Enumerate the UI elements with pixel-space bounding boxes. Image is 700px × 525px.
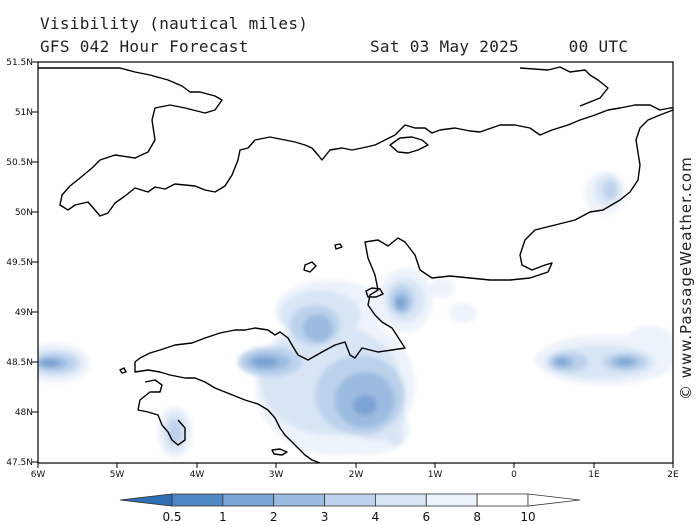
lat-label: 47.5N	[6, 458, 33, 468]
lon-label: 1W	[428, 470, 443, 480]
coast-isle-of-wight	[389, 136, 429, 154]
colorbar-label: 6	[422, 510, 430, 524]
colorbar-label: 8	[473, 510, 481, 524]
valid-time: Sat 03 May 2025 00 UTC	[370, 37, 629, 56]
coast-france-north	[134, 109, 673, 463]
coast-guernsey	[303, 261, 317, 273]
coast-england-south	[38, 67, 673, 217]
lat-label: 51N	[15, 108, 33, 118]
coast-ushant	[119, 367, 127, 374]
colorbar-label: 4	[372, 510, 380, 524]
lat-label: 50.5N	[6, 158, 33, 168]
fog-level-5	[40, 297, 633, 415]
lon-label: 4W	[190, 470, 205, 480]
lat-label: 51.5N	[6, 58, 33, 68]
lat-label: 48N	[15, 408, 33, 418]
colorbar-segment	[425, 493, 478, 507]
colorbar-segment	[171, 493, 224, 507]
colorbar-label: 1	[219, 510, 227, 524]
lat-label: 49.5N	[6, 258, 33, 268]
lon-axis	[37, 463, 674, 468]
coast-thames	[519, 66, 609, 107]
colorbar-segment	[476, 493, 529, 507]
lon-labels: 6W 5W 4W 3W 2W 1W 0 1E 2E	[31, 470, 679, 480]
colorbar-arrow-low	[119, 493, 173, 507]
lon-label: 0	[511, 470, 517, 480]
lon-label: 5W	[110, 470, 125, 480]
lat-label: 48.5N	[6, 358, 33, 368]
colorbar-segment	[222, 493, 275, 507]
lon-label: 2W	[349, 470, 364, 480]
visibility-shading	[38, 171, 673, 458]
forecast-label: GFS 042 Hour Forecast	[40, 37, 249, 56]
lat-labels: 51.5N 51N 50.5N 50N 49.5N 49N 48.5N 48N …	[6, 58, 33, 468]
colorbar-segment	[375, 493, 427, 507]
lat-label: 49N	[15, 308, 33, 318]
coast-jersey	[365, 287, 384, 298]
lat-axis	[32, 61, 38, 463]
lon-label: 3W	[269, 470, 284, 480]
chart-title: Visibility (nautical miles)	[40, 14, 309, 33]
coast-alderney	[334, 243, 343, 250]
colorbar-label: 2	[270, 510, 278, 524]
lon-label: 2E	[667, 470, 679, 480]
lon-label: 1E	[588, 470, 600, 480]
coastlines	[38, 66, 673, 463]
colorbar-segment	[324, 493, 376, 507]
coast-brittany-west	[137, 379, 186, 446]
colorbar-segment	[273, 493, 325, 507]
colorbar-arrow-high	[527, 493, 581, 507]
colorbar-label: 0.5	[162, 510, 181, 524]
colorbar-label: 10	[520, 510, 535, 524]
colorbar: 0.5 1 2 3 4 6 8 10	[119, 493, 581, 524]
colorbar-label: 3	[321, 510, 329, 524]
lon-label: 6W	[31, 470, 46, 480]
coast-belle-ile	[271, 448, 288, 456]
lat-label: 50N	[15, 208, 33, 218]
